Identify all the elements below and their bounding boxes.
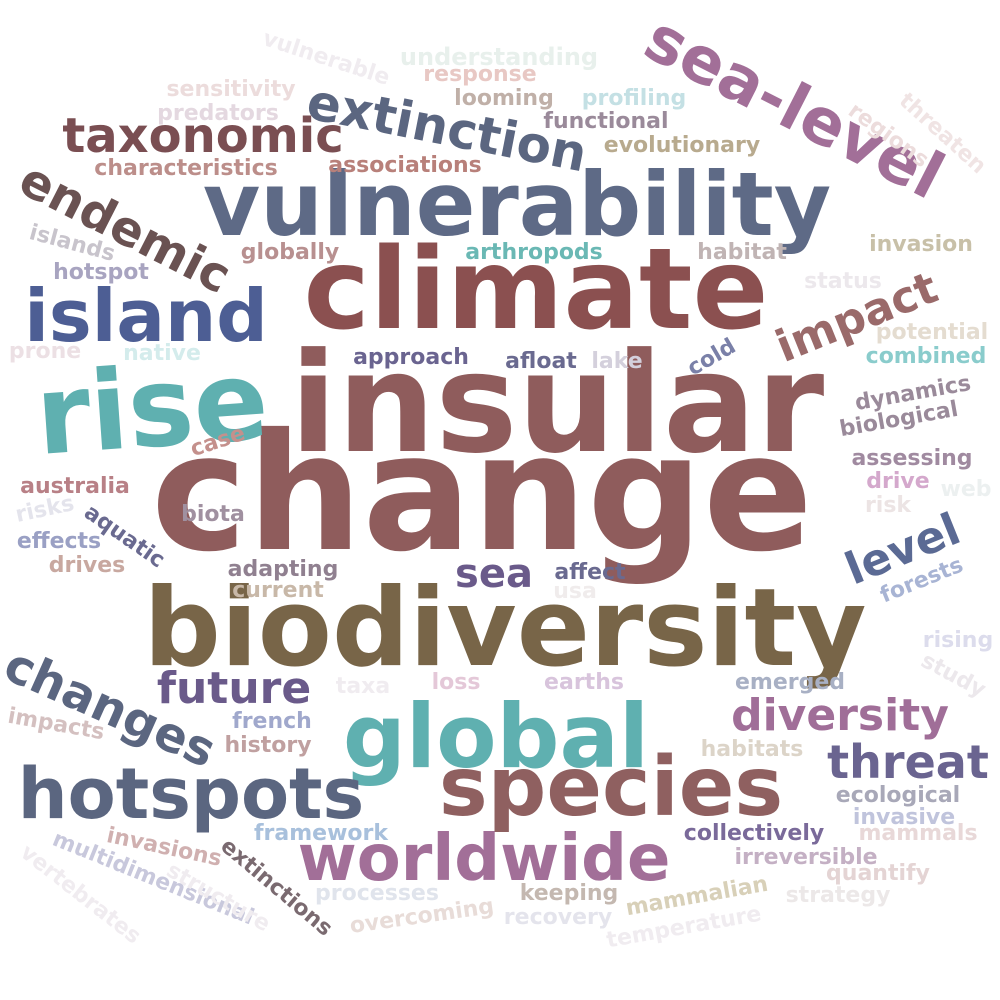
word-status: status <box>804 269 882 294</box>
word-understanding: understanding <box>399 43 599 71</box>
word-ecological: ecological <box>835 783 961 808</box>
word-web: web <box>940 477 992 502</box>
word-processes: processes <box>315 881 439 906</box>
word-lake: lake <box>591 349 643 374</box>
word-island: island <box>24 274 268 358</box>
word-prone: prone <box>8 339 82 364</box>
word-approach: approach <box>353 345 469 370</box>
word-predators: predators <box>157 101 279 126</box>
word-sea: sea <box>455 551 533 597</box>
word-loss: loss <box>431 670 481 695</box>
word-assessing: assessing <box>851 446 973 471</box>
word-global: global <box>342 685 650 788</box>
word-adapting: adapting <box>227 557 339 582</box>
word-recovery: recovery <box>503 905 613 930</box>
word-characteristics: characteristics <box>94 156 278 181</box>
word-combined: combined <box>865 344 987 369</box>
word-vulnerability: vulnerability <box>202 153 832 256</box>
word-risk: risk <box>864 493 912 518</box>
word-looming: looming <box>454 86 554 111</box>
word-taxa: taxa <box>335 674 391 699</box>
word-worldwide: worldwide <box>297 822 671 896</box>
word-future: future <box>156 663 312 714</box>
word-taxonomic: taxonomic <box>62 108 344 164</box>
word-framework: framework <box>253 821 389 846</box>
word-usa: usa <box>553 579 597 604</box>
word-drives: drives <box>48 553 126 578</box>
word-biodiversity: biodiversity <box>143 566 867 691</box>
word-associations: associations <box>328 153 482 178</box>
word-earths: earths <box>544 670 624 695</box>
word-collectively: collectively <box>683 821 825 846</box>
word-species: species <box>438 740 784 835</box>
word-insular: insular <box>289 323 825 484</box>
word-native: native <box>123 341 201 366</box>
word-evolutionary: evolutionary <box>603 133 761 158</box>
word-mammals: mammals <box>858 821 978 846</box>
word-biota: biota <box>181 502 245 527</box>
word-functional: functional <box>543 109 669 134</box>
word-sensitivity: sensitivity <box>166 77 296 102</box>
word-threat: threat <box>827 735 989 789</box>
word-potential: potential <box>875 320 989 345</box>
word-french: french <box>232 709 312 734</box>
word-current: current <box>232 578 324 603</box>
word-hotspots: hotspots <box>17 753 365 835</box>
word-rising: rising <box>922 628 994 653</box>
word-effects: effects <box>16 529 102 554</box>
word-habitats: habitats <box>700 737 804 762</box>
word-profiling: profiling <box>581 86 687 111</box>
word-globally: globally <box>240 240 340 265</box>
word-diversity: diversity <box>731 690 949 741</box>
word-drive: drive <box>866 469 930 494</box>
word-quantify: quantify <box>826 861 930 886</box>
word-emerged: emerged <box>734 670 846 695</box>
word-afloat: afloat <box>505 349 577 374</box>
word-affect: affect <box>554 560 626 585</box>
word-keeping: keeping <box>519 881 619 906</box>
word-invasive: invasive <box>852 805 956 830</box>
word-irreversible: irreversible <box>734 845 878 870</box>
word-arthropods: arthropods <box>465 240 603 265</box>
word-climate: climate <box>303 225 769 355</box>
word-strategy: strategy <box>785 883 891 908</box>
word-invasion: invasion <box>869 232 973 257</box>
word-habitat: habitat <box>697 240 787 265</box>
word-hotspot: hotspot <box>53 260 149 285</box>
word-change: change <box>151 400 813 588</box>
word-history: history <box>224 733 312 758</box>
word-australia: australia <box>20 474 130 499</box>
word-response: response <box>423 62 537 87</box>
